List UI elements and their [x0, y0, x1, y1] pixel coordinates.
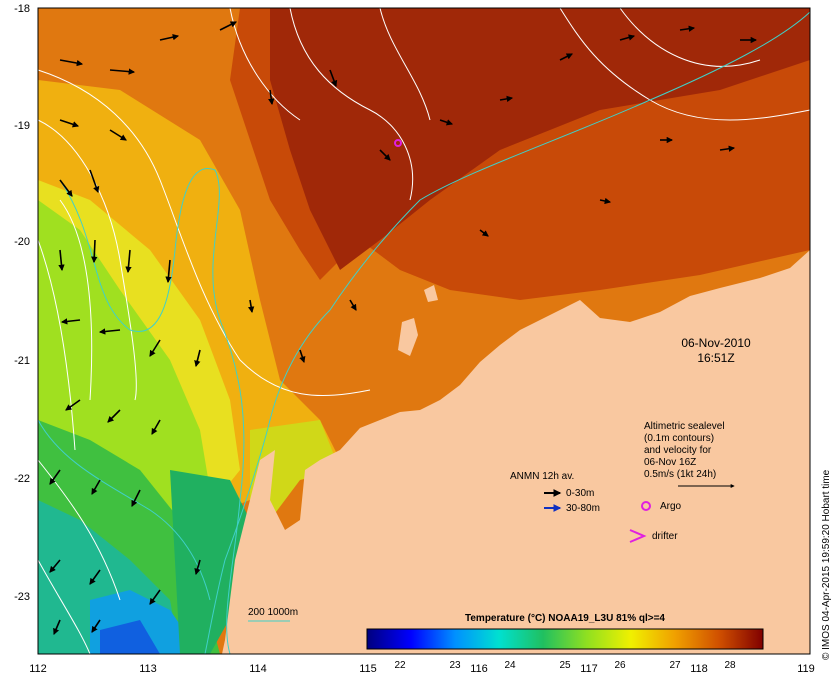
- sealevel-line: and velocity for: [644, 445, 712, 456]
- lon-tick-label: 113: [139, 663, 157, 675]
- sealevel-legend: Altimetric sealevel (0.1m contours) and …: [644, 421, 735, 488]
- argo-label: Argo: [660, 501, 682, 512]
- colorbar: Temperature (°C) NOAA19_L3U 81% ql>=4 22…: [366, 613, 764, 671]
- anmn-title: ANMN 12h av.: [510, 471, 574, 482]
- date-label: 06-Nov-2010: [681, 336, 751, 350]
- colorbar-tick-label: 28: [724, 660, 736, 671]
- colorbar-bar: [366, 628, 764, 650]
- credit-label: © IMOS 04-Apr-2015 19:59:20 Hobart time: [821, 469, 832, 660]
- lat-tick-label: -20: [14, 236, 30, 248]
- lat-axis: -18 -19 -20 -21 -22 -23: [14, 3, 30, 603]
- colorbar-tick-label: 27: [669, 660, 681, 671]
- sealevel-line: 06-Nov 16Z: [644, 457, 696, 468]
- map-frame: [37, 7, 811, 655]
- drifter-label: drifter: [652, 531, 678, 542]
- anmn-deep-label: 30-80m: [566, 503, 600, 514]
- lon-tick-label: 117: [580, 663, 598, 675]
- lon-tick-label: 112: [29, 663, 47, 675]
- lat-tick-label: -22: [14, 473, 30, 485]
- argo-marker-icon: [641, 501, 651, 511]
- sealevel-contours: [37, 7, 811, 655]
- lat-tick-label: -23: [14, 591, 30, 603]
- lon-tick-label: 115: [359, 663, 377, 675]
- isobath-label: 200 1000m: [248, 607, 298, 618]
- colorbar-tick-label: 22: [394, 660, 406, 671]
- sealevel-line: Altimetric sealevel: [644, 421, 725, 432]
- drifter-marker-icon: [629, 529, 647, 543]
- velocity-arrows: [49, 21, 758, 635]
- island: [398, 318, 418, 356]
- lon-tick-label: 116: [470, 663, 488, 675]
- time-label: 16:51Z: [697, 351, 734, 365]
- colorbar-tick-label: 24: [504, 660, 516, 671]
- sealevel-line: 0.5m/s (1kt 24h): [644, 469, 716, 480]
- land-mass: [222, 250, 810, 654]
- colorbar-ticks: 22 23 24 25 26 27 28: [394, 660, 736, 671]
- lon-tick-label: 114: [249, 663, 267, 675]
- lon-tick-label: 119: [797, 663, 815, 675]
- colorbar-title: Temperature (°C) NOAA19_L3U 81% ql>=4: [465, 613, 665, 624]
- colorbar-tick-label: 26: [614, 660, 626, 671]
- argo-float-icon: [394, 139, 402, 147]
- anmn-shallow-label: 0-30m: [566, 488, 594, 499]
- lon-axis: 112 113 114 115 116 117 118 119: [29, 663, 815, 675]
- colorbar-tick-label: 23: [449, 660, 461, 671]
- isobaths: [37, 11, 811, 655]
- colorbar-tick-label: 25: [559, 660, 571, 671]
- lat-tick-label: -18: [14, 3, 30, 15]
- sealevel-line: (0.1m contours): [644, 433, 714, 444]
- lat-tick-label: -21: [14, 355, 30, 367]
- anmn-legend: ANMN 12h av. 0-30m 30-80m: [510, 471, 600, 514]
- lat-tick-label: -19: [14, 120, 30, 132]
- island: [424, 285, 438, 302]
- lon-tick-label: 118: [690, 663, 708, 675]
